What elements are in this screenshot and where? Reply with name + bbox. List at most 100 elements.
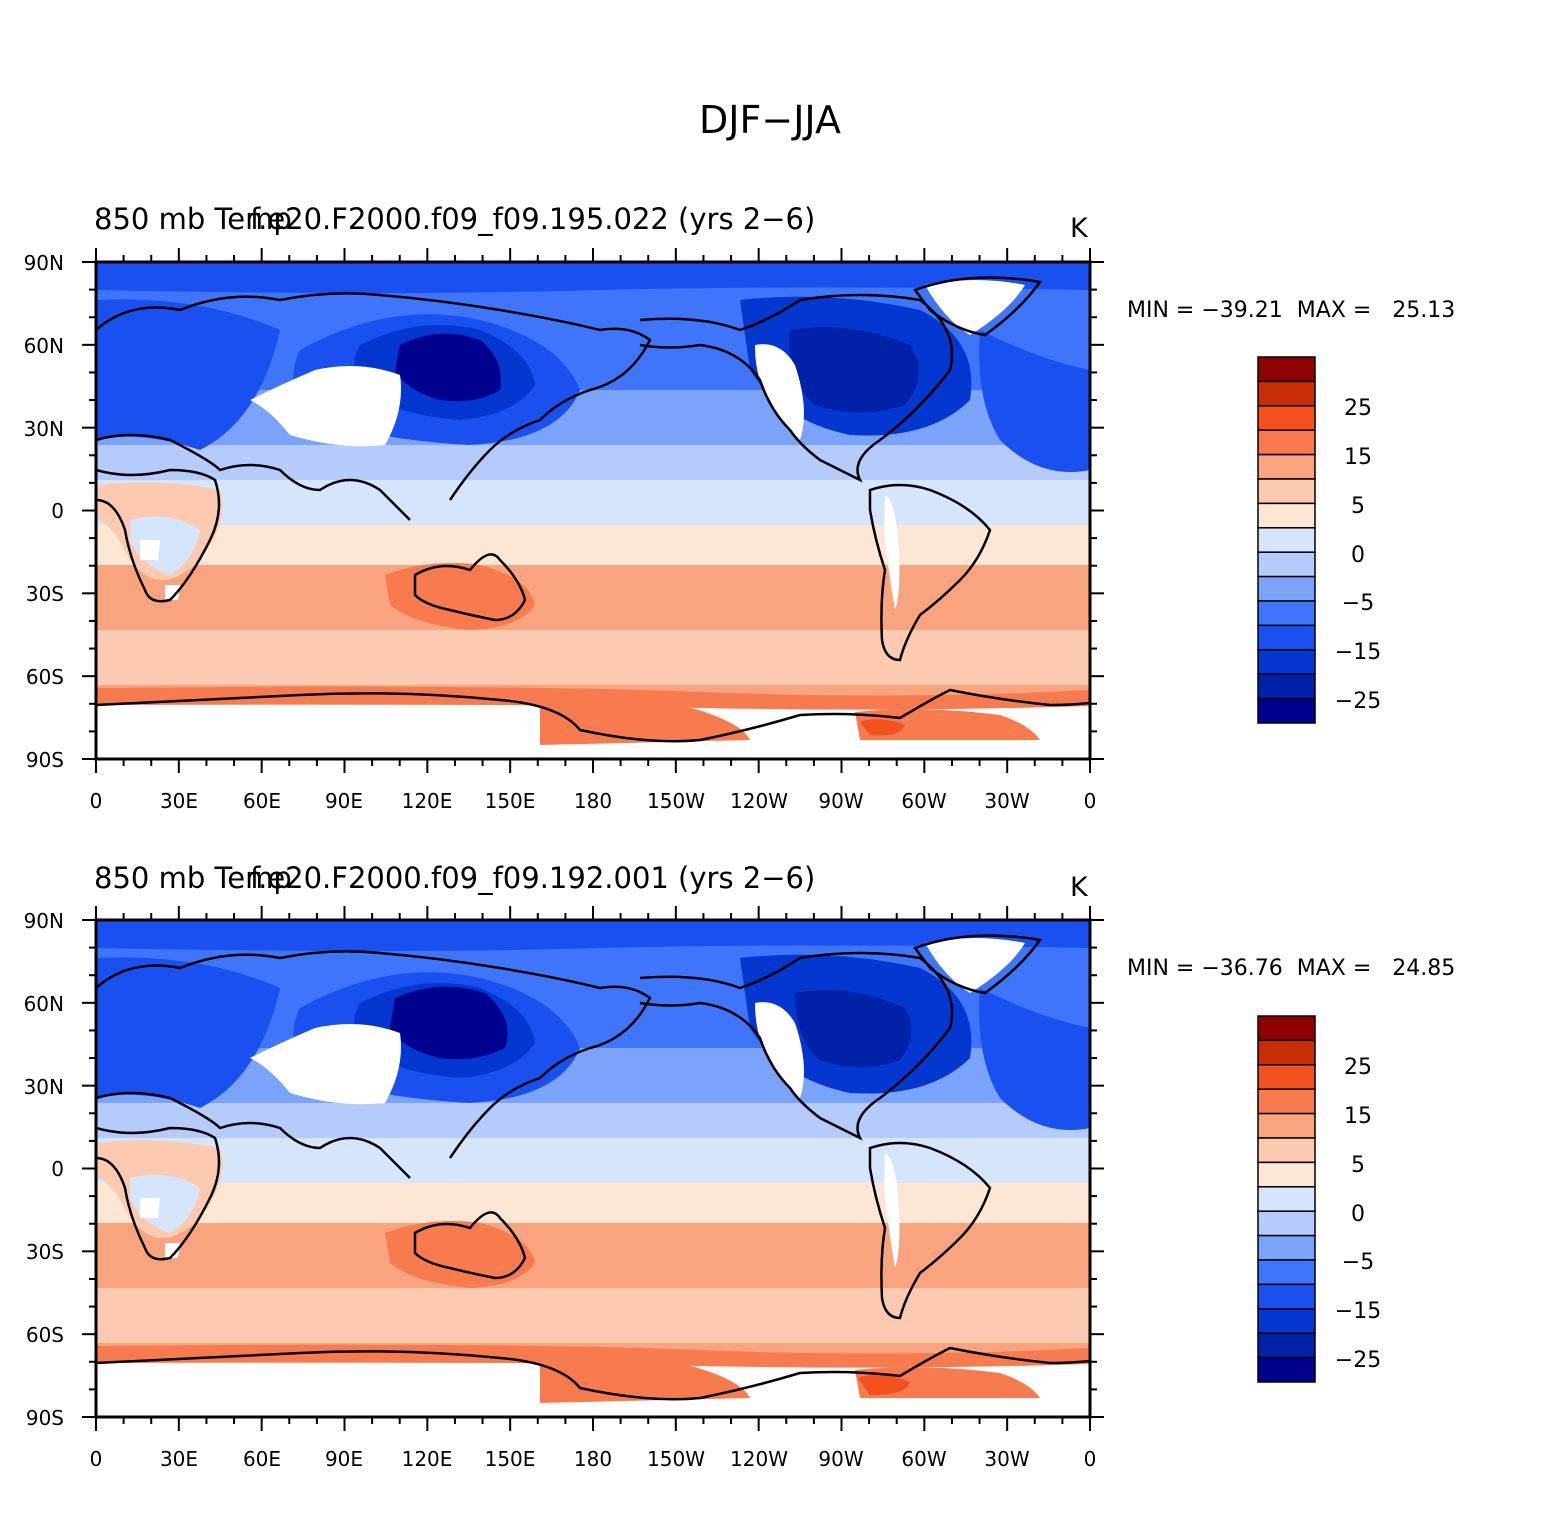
colorbar-labels: 25 15 5 0 −5 −15 −25	[1335, 396, 1381, 714]
lon-labels: 0 30E 60E 90E 120E 150E 180 150W 120W 90…	[90, 1447, 1097, 1471]
colorbar-swatch	[1257, 1137, 1316, 1164]
colorbar-swatch	[1257, 1356, 1316, 1383]
lon-label: 120W	[730, 1447, 788, 1471]
colorbar-label: 15	[1344, 445, 1372, 470]
cold-core-asia-center	[395, 333, 501, 402]
colorbar-label: 5	[1351, 1153, 1365, 1178]
colorbar-swatch	[1257, 1064, 1316, 1090]
figure-title: DJF−JJA	[699, 98, 841, 142]
colorbar-label: 0	[1351, 1202, 1365, 1227]
north-atlantic-cool	[979, 330, 1090, 472]
colorbar-swatch	[1257, 1015, 1316, 1042]
coastline-north-america	[639, 951, 954, 1141]
lon-label: 90E	[325, 789, 363, 813]
panel-title-variable: 850 mb Temp	[94, 202, 292, 236]
colorbar-label: −15	[1335, 640, 1381, 665]
band-south-tropics	[96, 525, 1090, 570]
lat-label: 0	[51, 1157, 64, 1181]
lon-label: 150W	[647, 1447, 705, 1471]
coastline-antarctica	[96, 1346, 1090, 1401]
coastline-africa	[96, 468, 221, 603]
coastline-australia	[413, 553, 527, 622]
colorbar-swatch	[1257, 1039, 1316, 1066]
lon-label: 180	[574, 1447, 612, 1471]
lon-label: 0	[90, 789, 103, 813]
greenland-mask	[925, 280, 1025, 335]
colorbar-swatch	[1257, 1259, 1316, 1286]
lon-label: 150W	[647, 789, 705, 813]
band-south-ocean	[96, 1288, 1090, 1348]
coastline-europe-asia	[96, 950, 652, 1179]
band-south-ocean	[96, 630, 1090, 690]
colorbar-swatch	[1257, 624, 1316, 651]
lat-label: 60N	[24, 992, 64, 1016]
panel-units: K	[1070, 213, 1089, 244]
colorbar-swatch	[1257, 405, 1316, 431]
panel-top: 850 mb Temp f.e20.F2000.f09_f09.195.022 …	[24, 202, 1456, 813]
lon-label: 30W	[984, 789, 1029, 813]
coastline-europe-asia	[96, 292, 652, 521]
rockies-mask	[755, 344, 804, 440]
australia-warm	[385, 1220, 535, 1288]
europe-cool	[96, 957, 280, 1108]
panel-stats: MIN = −39.21 MAX = 25.13	[1127, 298, 1455, 323]
lat-label: 60S	[26, 1323, 64, 1347]
colorbar-label: −15	[1335, 1299, 1381, 1324]
lon-label: 90W	[818, 789, 863, 813]
arctic-strip	[96, 920, 1090, 951]
tibet-mask	[250, 366, 401, 447]
colorbar-swatch	[1257, 649, 1316, 675]
lon-label: 120E	[402, 1447, 453, 1471]
colorbar-swatch	[1257, 1308, 1316, 1334]
lon-label: 60E	[243, 789, 281, 813]
lat-label: 90S	[26, 748, 64, 772]
coastline-north-america	[639, 293, 954, 483]
greenland-mask	[925, 938, 1025, 993]
lon-label: 30W	[984, 1447, 1029, 1471]
lat-labels: 90N 60N 30N 0 30S 60S 90S	[24, 251, 64, 772]
colorbar-swatch	[1257, 1332, 1316, 1359]
rockies-mask	[755, 1002, 804, 1098]
colorbar-swatch	[1257, 1283, 1316, 1310]
colorbar-swatch	[1257, 502, 1316, 529]
lon-label: 60E	[243, 1447, 281, 1471]
panel-title-case: f.e20.F2000.f09_f09.195.022 (yrs 2−6)	[250, 202, 815, 236]
colorbar-swatch	[1257, 1112, 1316, 1139]
colorbar-swatch	[1257, 1210, 1316, 1237]
colorbar-swatch	[1257, 697, 1316, 724]
map-ticks	[82, 906, 1104, 1431]
colorbar-swatch	[1257, 575, 1316, 602]
colorbar-labels: 25 15 5 0 −5 −15 −25	[1335, 1055, 1381, 1373]
cold-core-namerica-inner	[795, 990, 912, 1068]
colorbar-swatch	[1257, 1088, 1316, 1115]
panel-units: K	[1070, 872, 1089, 903]
lat-label: 60S	[26, 665, 64, 689]
panel-title-variable: 850 mb Temp	[94, 861, 292, 895]
lon-label: 0	[90, 1447, 103, 1471]
colorbar-swatch	[1257, 1186, 1316, 1212]
colorbar-label: 25	[1344, 396, 1372, 421]
lon-label: 120E	[402, 789, 453, 813]
lon-label: 30E	[160, 1447, 198, 1471]
lon-label: 90W	[818, 1447, 863, 1471]
andes-mask	[884, 495, 900, 610]
colorbar-label: −25	[1335, 689, 1381, 714]
andes-mask	[884, 1153, 900, 1268]
lon-label: 0	[1084, 1447, 1097, 1471]
lon-label: 30E	[160, 789, 198, 813]
lon-label: 90E	[325, 1447, 363, 1471]
europe-cool	[96, 299, 280, 450]
colorbar-swatch	[1257, 380, 1316, 407]
colorbar-swatch	[1257, 1161, 1316, 1188]
lon-label: 180	[574, 789, 612, 813]
colorbar-swatch	[1257, 453, 1316, 480]
lat-label: 60N	[24, 334, 64, 358]
antarctic-warm-3	[858, 1374, 910, 1396]
band-south-tropics	[96, 1183, 1090, 1228]
africa-cool	[130, 516, 200, 575]
colorbar-swatch	[1257, 673, 1316, 700]
lat-label: 30N	[24, 417, 64, 441]
lat-label: 90N	[24, 251, 64, 275]
coastline-australia	[413, 1211, 527, 1280]
